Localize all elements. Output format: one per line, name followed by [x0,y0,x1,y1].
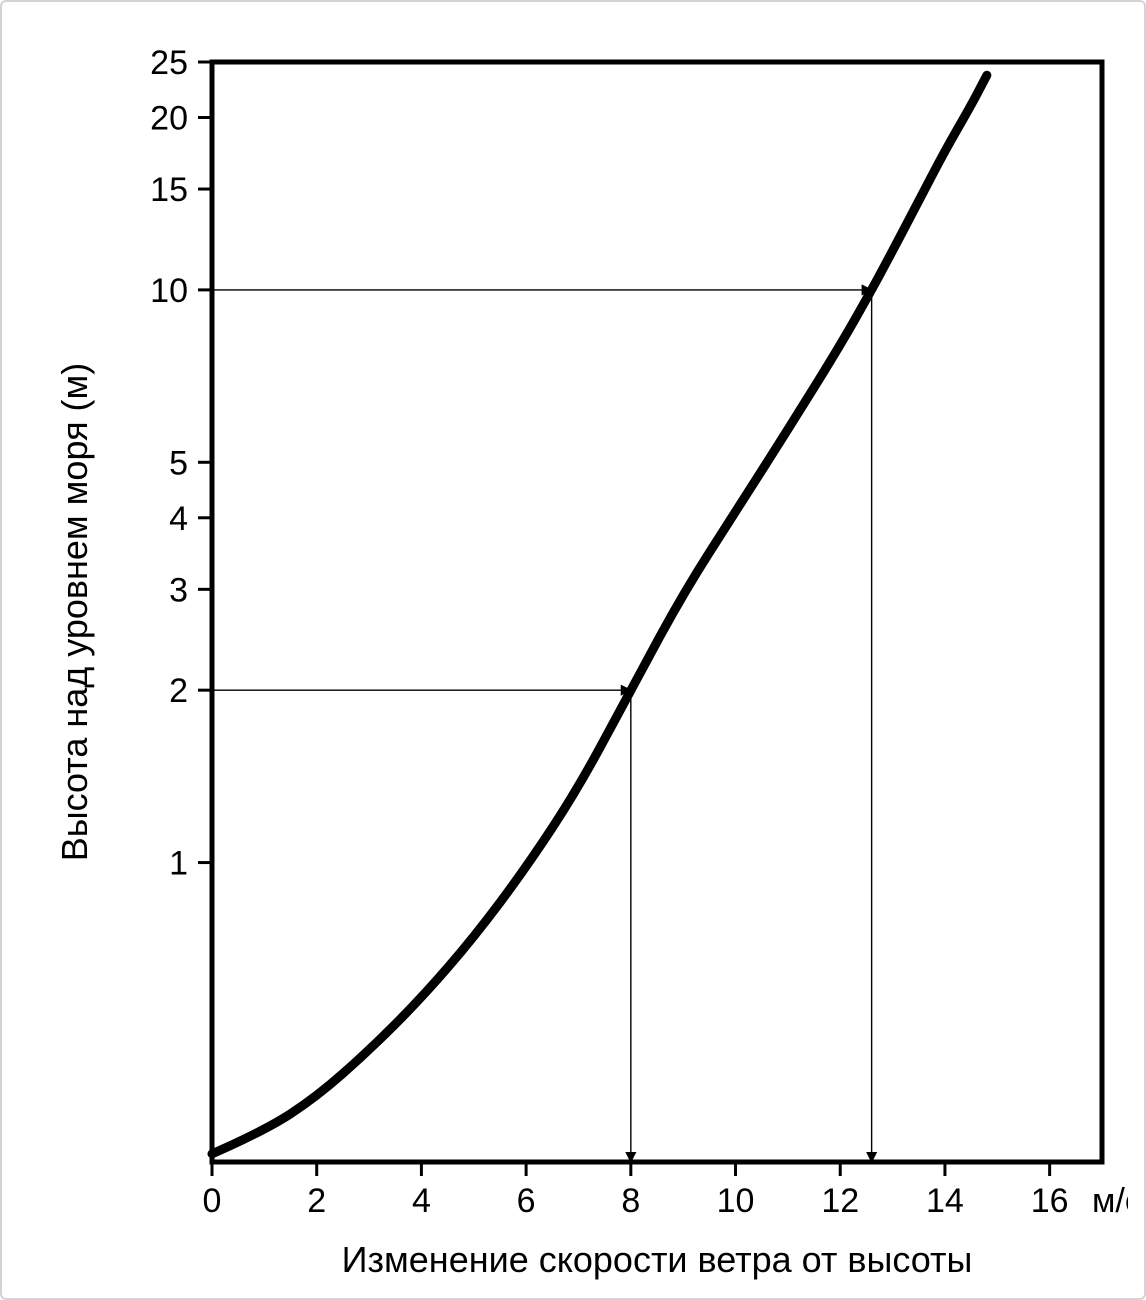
x-tick-label: 16 [1031,1182,1069,1220]
x-unit-label: м/с [1092,1182,1128,1220]
x-tick-label: 0 [203,1182,222,1220]
y-axis-label: Высота над уровнем моря (м) [54,363,95,862]
y-tick-label: 4 [169,500,188,538]
y-tick-label: 15 [150,171,188,209]
x-tick-label: 6 [517,1182,536,1220]
y-tick-label: 2 [169,672,188,710]
y-tick-label: 25 [150,44,188,82]
x-tick-label: 2 [307,1182,326,1220]
y-tick-label: 5 [169,444,188,482]
x-tick-label: 12 [821,1182,859,1220]
y-tick-label: 3 [169,571,188,609]
x-tick-label: 8 [621,1182,640,1220]
y-tick-label: 1 [169,845,188,883]
y-tick-label: 20 [150,99,188,137]
x-tick-label: 10 [717,1182,755,1220]
chart-title: Изменение скорости ветра от высоты [342,1239,973,1280]
chart-frame: 0246810121416м/с1234510152025Высота над … [0,0,1146,1300]
y-tick-label: 10 [150,272,188,310]
wind-speed-height-chart: 0246810121416м/с1234510152025Высота над … [22,22,1128,1282]
x-tick-label: 14 [926,1182,964,1220]
x-tick-label: 4 [412,1182,431,1220]
